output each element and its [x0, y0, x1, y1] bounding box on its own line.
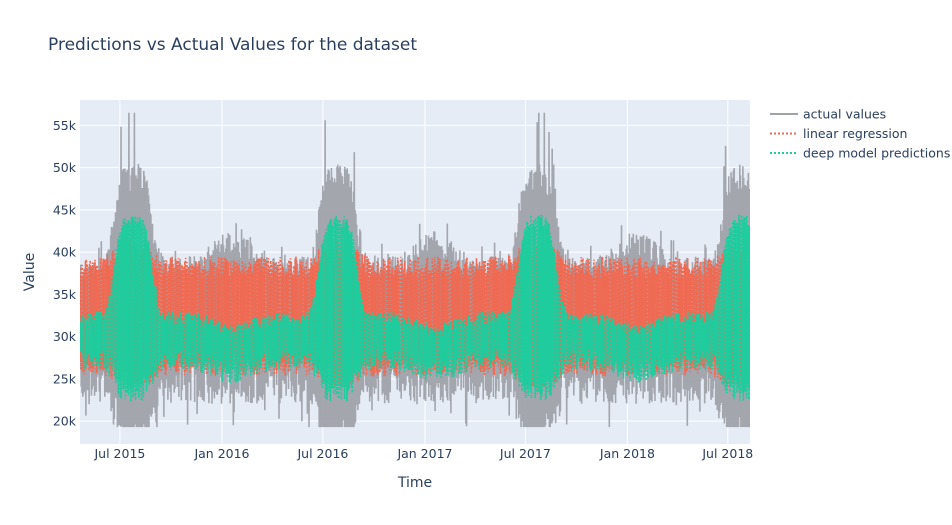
- legend-label: actual values: [803, 107, 886, 122]
- chart-title: Predictions vs Actual Values for the dat…: [48, 35, 417, 55]
- y-tick-label: 55k: [53, 118, 77, 133]
- y-tick-label: 25k: [53, 371, 77, 386]
- x-axis-ticks: Jul 2015 Jan 2016 Jul 2016 Jan 2017 Jul 2017…: [93, 446, 753, 461]
- legend-item[interactable]: deep model predictions: [770, 146, 950, 161]
- y-axis-ticks: 20k 25k 30k 35k 40k 45k 50k 55k: [53, 118, 77, 429]
- x-tick-label: Jan 2016: [193, 446, 249, 461]
- x-tick-label: Jul 2017: [499, 446, 551, 461]
- legend[interactable]: actual values linear regression deep model…: [770, 107, 950, 161]
- series-line-deep-model-predictions: [80, 214, 750, 402]
- y-tick-label: 20k: [53, 414, 77, 429]
- legend-item[interactable]: actual values: [770, 107, 886, 122]
- x-tick-label: Jul 2015: [93, 446, 145, 461]
- y-tick-label: 45k: [53, 202, 77, 217]
- legend-label: linear regression: [803, 126, 907, 141]
- legend-label: deep model predictions: [803, 146, 950, 161]
- x-tick-label: Jul 2016: [296, 446, 348, 461]
- x-tick-label: Jan 2018: [599, 446, 655, 461]
- y-tick-label: 50k: [53, 160, 77, 175]
- legend-item[interactable]: linear regression: [770, 126, 907, 141]
- y-tick-label: 30k: [53, 329, 77, 344]
- series-layer: [80, 112, 750, 428]
- x-tick-label: Jan 2017: [396, 446, 452, 461]
- x-tick-label: Jul 2018: [701, 446, 753, 461]
- y-axis-title: Value: [22, 253, 38, 291]
- x-axis-title: Time: [397, 475, 432, 491]
- y-tick-label: 40k: [53, 245, 77, 260]
- y-tick-label: 35k: [53, 287, 77, 302]
